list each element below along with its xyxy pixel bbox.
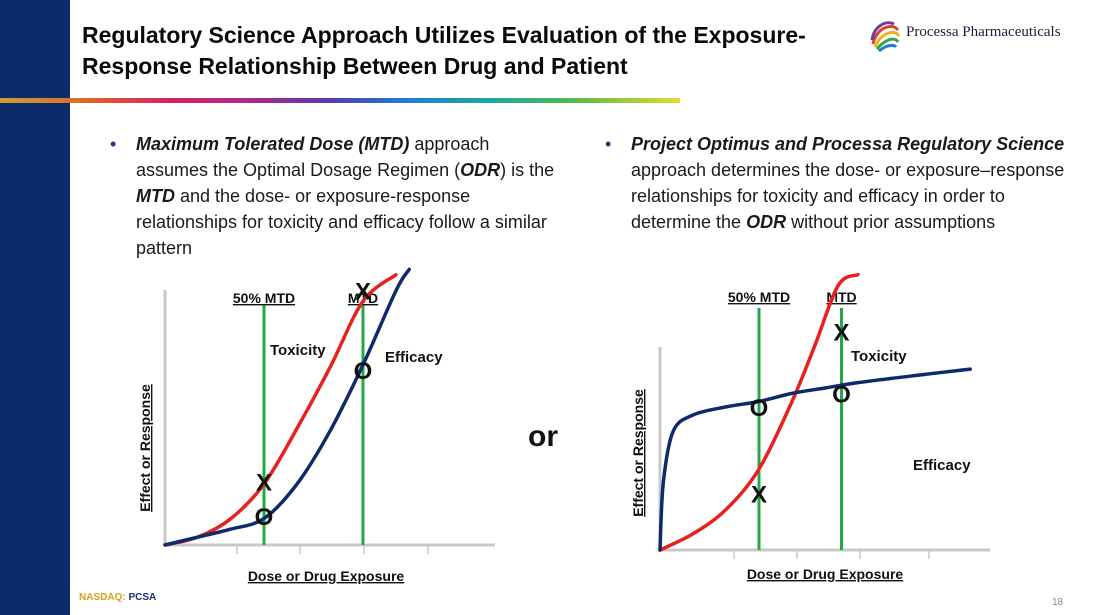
right-bullet-text-1: approach determines the dose- or exposur… [631,160,1065,232]
left-bullet-text-1: approach assumes the Optimal Dosage Regi… [136,134,490,180]
logo-text: Processa Pharmaceuticals [906,24,1061,40]
right-bullet-text-2: without prior assumptions [786,212,996,232]
left-bullet-text-2: ) is the [500,160,555,180]
chart1-efficacy-curve [163,267,411,547]
chart1-o-mark-4: O [354,358,373,385]
bullet-dot-icon: • [110,134,117,154]
chart2-toxicity-label: Toxicity [851,348,907,365]
chart2-efficacy-curve [658,367,972,552]
chart1-y-axis-title: Effect or Response [137,384,153,512]
left-bullet-odr: ODR [460,160,501,180]
title-line-2: Response Relationship Between Drug and P… [82,53,628,79]
left-bullet-mtd: MTD [136,186,175,206]
left-bullet-emphasis: Maximum Tolerated Dose (MTD) [136,134,410,154]
footer-ticker-symbol: PCSA [128,592,157,603]
footer-ticker: NASDAQ: PCSA [79,592,156,603]
company-logo: Processa Pharmaceuticals [868,16,1078,56]
footer-exchange: NASDAQ: [79,592,126,603]
chart2-o-mark-4: O [832,381,851,408]
chart1-x-mark-3: X [355,279,371,306]
right-bullet: • Project Optimus and Processa Regulator… [605,131,1071,235]
chart2-o-mark-1: O [750,395,769,422]
right-bullet-emphasis: Project Optimus and Processa Regulatory … [631,134,1065,154]
chart2-toxicity-curve [658,272,860,552]
chart2-x-axis-title: Dose or Drug Exposure [747,566,904,582]
chart1-x-mark-1: X [256,469,272,496]
chart2-y-axis-title: Effect or Response [630,389,646,517]
chart2-x-mark-3: X [833,319,849,346]
chart2-efficacy-label: Efficacy [913,457,971,474]
title-line-1: Regulatory Science Approach Utilizes Eva… [82,22,806,48]
page-number: 18 [1052,597,1064,608]
title-rainbow-underline [0,98,680,103]
chart1-x-axis-title: Dose or Drug Exposure [248,568,405,584]
chart1-efficacy-label: Efficacy [385,349,443,366]
chart1-o-mark-2: O [255,504,274,531]
chart1-toxicity-label: Toxicity [270,342,326,359]
slide-title: Regulatory Science Approach Utilizes Eva… [82,20,842,82]
left-bullet-text-3: and the dose- or exposure-response relat… [136,186,547,258]
left-bullet: • Maximum Tolerated Dose (MTD) approach … [110,131,566,261]
chart1-marker-label-1: 50% MTD [233,290,295,306]
chart2-x-mark-2: X [751,481,767,508]
chart2-marker-label-1: 50% MTD [728,289,790,305]
or-label: or [528,420,558,453]
right-bullet-odr: ODR [746,212,787,232]
logo-swirl-icon [870,21,901,53]
bullet-dot-icon: • [605,134,612,154]
